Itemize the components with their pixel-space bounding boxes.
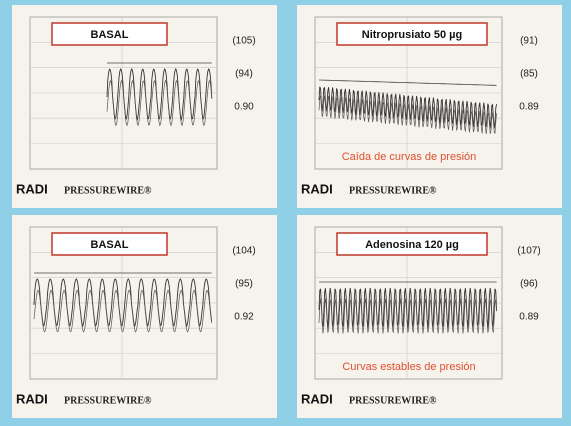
pressure-value: 0.90 <box>234 102 254 113</box>
brand: RADI <box>301 391 333 406</box>
annotation: Curvas estables de presión <box>342 361 475 373</box>
brand: RADI <box>301 181 333 196</box>
panel-label: BASAL <box>91 29 129 41</box>
product: PRESSUREWIRE® <box>349 185 437 196</box>
pressure-value: (105) <box>232 36 255 47</box>
pressure-value: (107) <box>517 246 540 257</box>
pressure-value: (85) <box>520 69 538 80</box>
panel: Adenosina 120 µg (107) (96) 0.89 Curvas esta… <box>297 215 562 418</box>
panel: BASAL (104) (95) 0.92 RADI PRESSUREWIRE® <box>12 215 277 418</box>
pressure-value: 0.89 <box>519 312 539 323</box>
panel: Nitroprusiato 50 µg (91) (85) 0.89 Caída de … <box>297 5 562 208</box>
panel: BASAL (105) (94) 0.90 RADI PRESSUREWIRE® <box>12 5 277 208</box>
pressure-value: (104) <box>232 246 255 257</box>
brand: RADI <box>16 391 48 406</box>
product: PRESSUREWIRE® <box>64 185 152 196</box>
annotation: Caída de curvas de presión <box>342 151 477 163</box>
panel-label: Nitroprusiato 50 µg <box>362 29 462 41</box>
product: PRESSUREWIRE® <box>64 395 152 406</box>
product: PRESSUREWIRE® <box>349 395 437 406</box>
pressure-value: 0.92 <box>234 312 254 323</box>
pressure-value: (91) <box>520 36 538 47</box>
pressure-value: (94) <box>235 69 253 80</box>
pressure-value: (96) <box>520 279 538 290</box>
figure: BASAL(105)(94)0.90RADIPRESSUREWIRE®Nitro… <box>0 0 571 426</box>
brand: RADI <box>16 181 48 196</box>
panel-label: Adenosina 120 µg <box>365 239 459 251</box>
pressure-value: 0.89 <box>519 102 539 113</box>
pressure-value: (95) <box>235 279 253 290</box>
panel-label: BASAL <box>91 239 129 251</box>
